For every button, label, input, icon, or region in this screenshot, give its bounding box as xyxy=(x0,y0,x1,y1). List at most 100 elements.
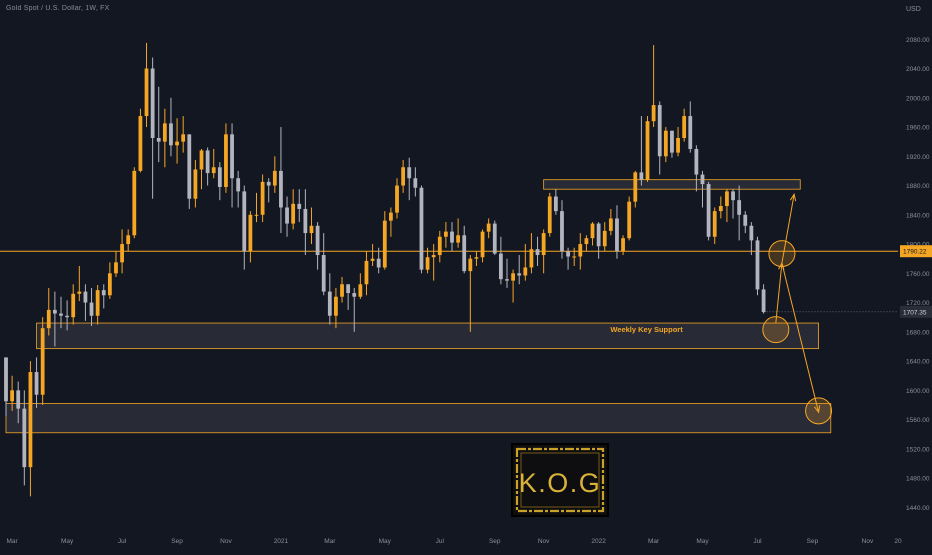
candle-body xyxy=(608,218,613,231)
y-tick-label: 1800.00 xyxy=(906,242,930,249)
annotations-layer xyxy=(762,193,833,425)
y-tick-label: 1480.00 xyxy=(906,476,930,483)
candle-body xyxy=(541,233,546,256)
currency-label: USD xyxy=(906,6,921,13)
candle-body xyxy=(486,223,491,232)
projection-arrow-line xyxy=(775,263,783,324)
candle-body xyxy=(700,174,705,185)
candle-body xyxy=(694,148,699,175)
candle-body xyxy=(236,178,241,192)
candle-body xyxy=(59,313,63,316)
x-tick-label: Jul xyxy=(436,538,445,545)
projection-circle xyxy=(762,316,790,344)
x-tick-label: Mar xyxy=(648,538,660,545)
x-tick-label: Sep xyxy=(807,538,819,545)
current-price-tag-text: 1707.35 xyxy=(903,309,927,316)
candle-body xyxy=(688,116,693,149)
projection-circle xyxy=(805,397,833,425)
y-tick-label: 1560.00 xyxy=(906,417,930,424)
y-tick-label: 1520.00 xyxy=(906,446,930,453)
candle-body xyxy=(95,290,100,316)
candle-body xyxy=(230,134,234,179)
candle-body xyxy=(83,291,88,303)
candle-body xyxy=(132,170,137,236)
candle-body xyxy=(431,255,436,258)
x-tick-label: Sep xyxy=(489,538,501,545)
projection-arrow-head xyxy=(789,193,797,202)
candle-body xyxy=(480,231,485,258)
candle-body xyxy=(755,240,760,290)
candle-body xyxy=(187,134,192,199)
x-tick-label: 2021 xyxy=(274,538,289,545)
candle-body xyxy=(737,200,742,215)
y-tick-label: 1760.00 xyxy=(906,271,930,278)
candle-body xyxy=(535,249,540,256)
logo-text: K.O.G xyxy=(519,468,602,498)
candle-body xyxy=(138,116,143,171)
candle-body xyxy=(676,138,680,153)
candle-body xyxy=(602,230,607,247)
candle-body xyxy=(443,231,448,237)
candle-body xyxy=(413,178,418,188)
candle-body xyxy=(364,260,369,285)
x-tick-label: Mar xyxy=(324,538,336,545)
candle-body xyxy=(40,328,45,395)
candle-body xyxy=(297,203,302,209)
price-axis[interactable]: USD 2080.00 2040.00 2000.00 1960.00 1920.00 1… xyxy=(900,6,932,512)
projection-circle xyxy=(768,240,796,268)
candle-body xyxy=(456,235,461,243)
candle-body xyxy=(169,123,173,146)
candle-body xyxy=(425,257,430,270)
candle-body xyxy=(639,172,644,180)
x-tick-label: May xyxy=(379,538,392,545)
y-tick-label: 1840.00 xyxy=(906,212,930,219)
candle-body xyxy=(450,231,454,243)
candle-body xyxy=(712,211,717,237)
candle-body xyxy=(120,244,124,263)
candle-body xyxy=(22,408,27,468)
candle-body xyxy=(279,170,283,208)
candle-body xyxy=(725,191,729,207)
x-tick-label: Nov xyxy=(220,538,232,545)
candle-body xyxy=(309,225,314,234)
candle-body xyxy=(498,253,503,280)
y-tick-label: 1880.00 xyxy=(906,183,930,190)
candle-body xyxy=(523,267,528,276)
candle-body xyxy=(395,185,399,213)
y-tick-label: 2080.00 xyxy=(906,37,930,44)
candle-body xyxy=(627,201,632,239)
candle-body xyxy=(492,223,497,254)
candle-body xyxy=(358,284,363,297)
candle-body xyxy=(578,244,583,257)
candle-body xyxy=(327,291,332,316)
candle-body xyxy=(4,357,8,402)
x-tick-label: May xyxy=(696,538,709,545)
candle-body xyxy=(547,196,552,234)
candle-body xyxy=(260,181,265,215)
candle-body xyxy=(77,291,82,294)
candle-body xyxy=(242,191,247,252)
y-tick-label: 1440.00 xyxy=(906,505,930,512)
time-axis[interactable]: Mar May Jul Sep Nov 2021 Mar May Jul Sep Nov 2022 Ma… xyxy=(7,538,902,545)
candle-body xyxy=(175,141,179,146)
candle-body xyxy=(101,290,106,296)
x-tick-label: May xyxy=(61,538,74,545)
resistance-price-tag xyxy=(900,245,932,258)
candle-body xyxy=(65,315,69,318)
price-lines-layer xyxy=(0,250,898,313)
y-tick-label: 1920.00 xyxy=(906,154,930,161)
resistance-price-tag-text: 1790.22 xyxy=(903,249,927,256)
candle-body xyxy=(651,105,656,122)
symbol-title: Gold Spot / U.S. Dollar, 1W, FX xyxy=(6,5,110,12)
candle-body xyxy=(224,134,228,188)
candle-body xyxy=(303,208,308,234)
candle-body xyxy=(566,251,570,257)
x-tick-label: Mar xyxy=(7,538,19,545)
x-tick-label: 2022 xyxy=(591,538,606,545)
candle-body xyxy=(71,293,76,318)
candle-body xyxy=(731,191,735,201)
x-tick-label: Jul xyxy=(118,538,127,545)
projection-arrow-head xyxy=(813,405,821,414)
